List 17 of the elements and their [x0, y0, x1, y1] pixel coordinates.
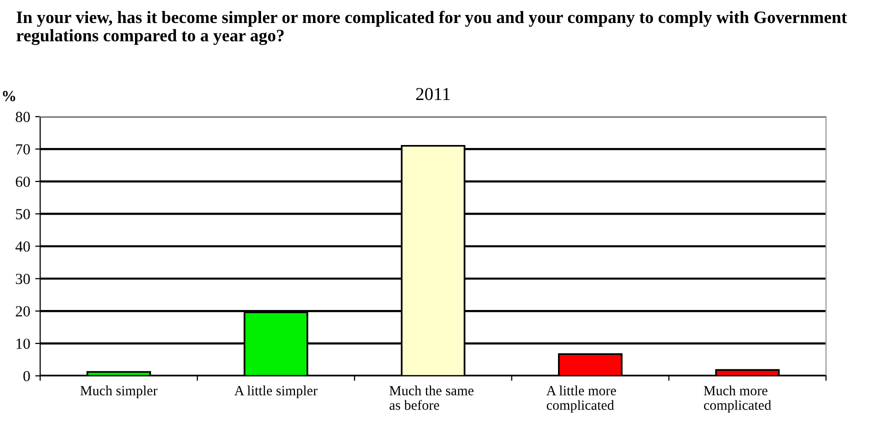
y-axis-title: %	[2, 90, 16, 102]
y-tick-label: 0	[23, 370, 30, 382]
x-tick-label: Much simpler	[80, 386, 158, 398]
chart-title: In your view, has it become simpler or more complicated for you and your company to comply with Government regulations compared to a year ago?	[16, 10, 847, 46]
y-tick-label: 20	[16, 306, 30, 316]
y-tick-label: 40	[15, 241, 30, 252]
chart-subtitle: 2011	[416, 88, 450, 100]
y-tick-label: 10	[16, 338, 30, 349]
y-tick-label: 60	[16, 176, 30, 187]
x-tick-label: A little simpler	[234, 386, 318, 398]
y-tick-label: 30	[16, 274, 30, 284]
x-tick-label: Much more complicated	[704, 386, 772, 413]
x-tick-label: Much the same as before	[389, 386, 474, 410]
x-tick-label: A little more complicated	[546, 386, 616, 413]
y-tick-label: 70	[16, 144, 30, 154]
y-tick-label: 80	[16, 112, 30, 122]
y-tick-label: 50	[16, 208, 30, 220]
